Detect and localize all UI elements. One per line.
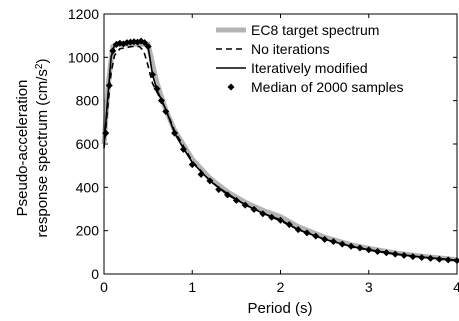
x-axis-title: Period (s) (247, 300, 312, 317)
data-point (294, 226, 302, 234)
data-point (171, 129, 179, 137)
data-point (303, 229, 311, 237)
data-point (312, 232, 320, 240)
data-point (105, 82, 113, 89)
y-axis-title-superscript: 2 (34, 63, 45, 69)
y-axis-title-line2-text: response spectrum (cm/s (34, 69, 51, 237)
data-point (329, 238, 337, 245)
data-point (382, 249, 390, 257)
data-point (285, 221, 293, 229)
data-point (391, 250, 399, 258)
legend-entry-iteratively-modified: Iteratively modified (216, 60, 368, 76)
legend: EC8 target spectrum No iterations Iterativ… (216, 22, 404, 95)
x-tick-label: 0 (100, 279, 108, 295)
y-tick-label: 600 (76, 136, 100, 152)
data-point (365, 246, 373, 254)
y-tick-label: 1000 (68, 49, 99, 65)
legend-label: No iterations (251, 41, 330, 57)
y-tick-label: 200 (76, 223, 100, 239)
data-point (109, 47, 117, 55)
legend-entry-median-of-2000-samples: Median of 2000 samples (227, 79, 404, 95)
legend-marker (227, 83, 235, 91)
data-point (418, 254, 426, 262)
data-point (157, 97, 165, 105)
data-point (188, 161, 196, 169)
data-point (356, 244, 364, 252)
data-point (444, 256, 452, 264)
y-axis-title: Pseudo-acceleration response spectrum (c… (14, 59, 51, 238)
data-point (268, 213, 276, 221)
data-point (162, 108, 170, 115)
y-tick-label: 400 (76, 179, 100, 195)
data-point (179, 145, 187, 153)
data-point (144, 43, 152, 50)
x-tick-label: 4 (453, 279, 459, 295)
data-point (123, 39, 131, 47)
data-point (277, 216, 284, 224)
series-layer (101, 37, 459, 265)
data-point (435, 255, 443, 263)
data-point (400, 251, 408, 259)
data-point (215, 186, 223, 193)
data-point (338, 240, 346, 248)
y-axis-title-line1: Pseudo-acceleration (14, 80, 31, 217)
data-point (250, 205, 258, 213)
data-point (409, 253, 417, 261)
data-point (197, 170, 205, 178)
y-axis-title-close: ) (34, 59, 51, 64)
legend-label: Iteratively modified (251, 60, 368, 76)
x-tick-label: 1 (188, 279, 196, 295)
data-point (232, 196, 240, 204)
series-median-of-2000-samples (102, 37, 459, 265)
data-point (374, 247, 382, 255)
y-tick-label: 1200 (68, 6, 99, 22)
legend-label: Median of 2000 samples (251, 79, 404, 95)
y-tick-label: 0 (91, 266, 99, 282)
data-point (153, 85, 161, 93)
data-point (347, 242, 355, 250)
data-point (427, 254, 435, 262)
data-point (453, 257, 459, 265)
data-point (241, 201, 249, 209)
y-tick-label: 800 (76, 93, 100, 109)
data-point (149, 71, 157, 79)
legend-entry-no-iterations: No iterations (216, 41, 330, 57)
data-point (224, 191, 232, 199)
x-tick-label: 2 (277, 279, 285, 295)
legend-label: EC8 target spectrum (251, 22, 379, 38)
data-point (141, 39, 149, 47)
data-point (321, 235, 329, 243)
data-point (206, 177, 214, 185)
x-tick-label: 3 (365, 279, 373, 295)
y-axis-title-line2: response spectrum (cm/s2) (34, 59, 52, 238)
series-line-ec8-target-spectrum (101, 41, 458, 263)
plot-frame (103, 13, 458, 275)
series-line-no-iterations (103, 45, 458, 262)
legend-entry-ec8-target-spectrum: EC8 target spectrum (216, 22, 379, 38)
data-point (259, 210, 267, 218)
